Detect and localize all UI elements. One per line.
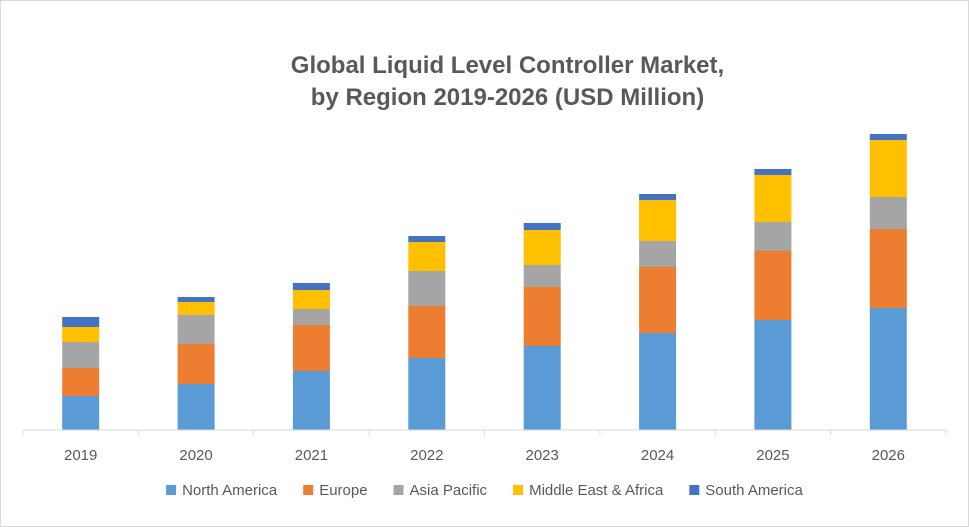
bar-segment: [754, 320, 792, 430]
bar-segment: [523, 287, 561, 346]
legend-item: Middle East & Africa: [513, 482, 664, 499]
bar-segment: [754, 169, 792, 175]
bar-segment: [177, 344, 215, 384]
x-tick-label: 2025: [756, 447, 789, 464]
bar-segment: [62, 342, 100, 368]
legend-swatch: [513, 485, 524, 495]
bar-segment: [523, 346, 561, 430]
chart-title-line-2: by Region 2019-2026 (USD Million): [310, 84, 705, 111]
bar-segment: [754, 251, 792, 320]
bar-segment: [292, 309, 330, 325]
bar-segment: [177, 315, 215, 344]
bar-segment: [408, 236, 446, 242]
x-tick-label: 2023: [526, 447, 559, 464]
bar-segment: [639, 194, 677, 200]
bar-segment: [292, 283, 330, 290]
bar-segment: [177, 384, 215, 430]
x-axis-ticks: 2019 2020 2021 2022 2023 2024 2025 2026: [22, 430, 947, 464]
legend-swatch: [393, 485, 404, 495]
bar-segment: [408, 242, 446, 271]
legend-item: South America: [689, 482, 804, 499]
bar-segment: [292, 290, 330, 309]
bar-segment: [177, 297, 215, 302]
chart-title-line-1: Global Liquid Level Controller Market,: [290, 52, 725, 79]
bar-segment: [869, 229, 907, 308]
legend-label: Asia Pacific: [410, 482, 488, 499]
bar-segment: [408, 271, 446, 306]
bar-segment: [62, 317, 100, 327]
bar-segment: [177, 302, 215, 315]
bar-segment: [62, 327, 100, 342]
legend-label: Middle East & Africa: [529, 482, 664, 499]
bar-segment: [754, 222, 792, 251]
bar-segment: [754, 175, 792, 222]
legend: North America Europe Asia Pacific Middle Ea…: [166, 482, 804, 499]
chart-title: Global Liquid Level Controller Market, b…: [0, 50, 969, 114]
bar-segment: [869, 308, 907, 430]
legend-swatch: [303, 485, 314, 495]
legend-item: Asia Pacific: [393, 482, 488, 499]
legend-label: Europe: [319, 482, 367, 499]
x-tick-label: 2021: [295, 447, 328, 464]
bar-segment: [408, 306, 446, 358]
bar-segment: [639, 241, 677, 267]
x-tick-label: 2019: [64, 447, 97, 464]
legend-swatch: [689, 485, 700, 495]
bars-group: [62, 134, 907, 430]
bar-segment: [869, 197, 907, 229]
bar-segment: [639, 200, 677, 241]
x-tick-label: 2026: [872, 447, 905, 464]
x-tick-label: 2024: [641, 447, 674, 464]
bar-segment: [639, 267, 677, 333]
legend-item: Europe: [303, 482, 368, 499]
x-tick-label: 2022: [410, 447, 443, 464]
bar-segment: [523, 265, 561, 287]
legend-label: South America: [705, 482, 803, 499]
legend-swatch: [166, 485, 177, 495]
bar-segment: [639, 333, 677, 430]
bar-segment: [523, 230, 561, 265]
x-tick-label: 2020: [179, 447, 212, 464]
bar-segment: [869, 134, 907, 140]
legend-label: North America: [182, 482, 278, 499]
bar-segment: [408, 358, 446, 430]
bar-segment: [62, 396, 100, 430]
bar-segment: [62, 368, 100, 396]
bar-segment: [292, 325, 330, 371]
legend-item: North America: [166, 482, 278, 499]
bar-segment: [523, 223, 561, 230]
bar-segment: [869, 140, 907, 197]
bar-segment: [292, 371, 330, 430]
